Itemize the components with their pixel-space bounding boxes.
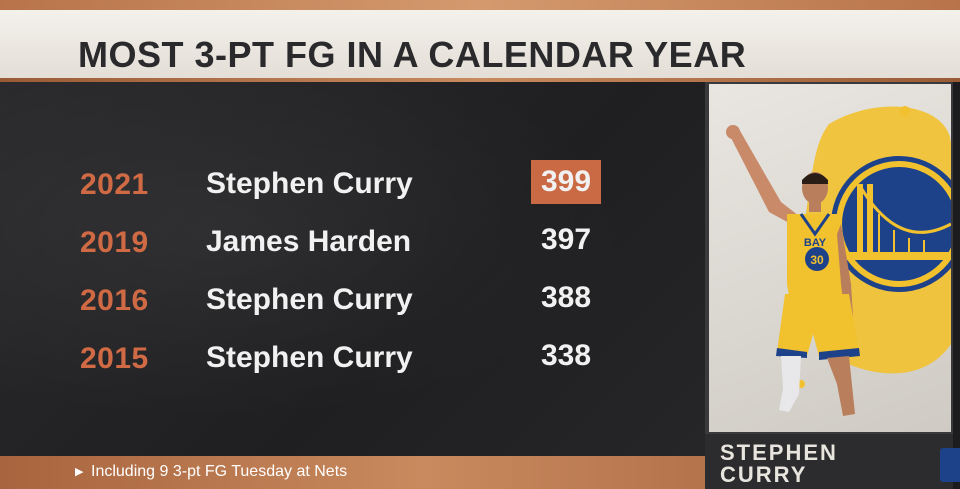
row-player: Stephen Curry [206, 341, 413, 374]
stat-row-4: 2015 Stephen Curry 338 [0, 334, 705, 384]
row-year: 2015 [80, 342, 149, 375]
top-accent-bar [0, 0, 960, 10]
triangle-right-icon: ▶ [75, 466, 84, 478]
svg-text:BAY: BAY [804, 237, 827, 249]
player-name-plate: STEPHEN CURRY [705, 434, 953, 489]
stat-row-3: 2016 Stephen Curry 388 [0, 276, 705, 326]
stats-panel: 2021 Stephen Curry 399 2019 James Harden… [0, 82, 705, 456]
row-player: Stephen Curry [206, 167, 413, 200]
paint-drop [900, 106, 910, 116]
title-banner: MOST 3-PT FG IN A CALENDAR YEAR [0, 10, 960, 78]
row-value-highlighted: 399 [531, 160, 601, 204]
graphic-title: MOST 3-PT FG IN A CALENDAR YEAR [78, 34, 747, 75]
footnote-bar: ▶ Including 9 3-pt FG Tuesday at Nets [0, 456, 705, 489]
row-player: Stephen Curry [206, 283, 413, 316]
row-value: 338 [540, 339, 592, 372]
title-divider [0, 78, 960, 82]
row-year: 2021 [80, 168, 149, 201]
player-illustration: BAY 30 [726, 106, 951, 416]
player-photo: BAY 30 [709, 84, 951, 432]
svg-text:30: 30 [810, 253, 824, 267]
stat-row-2: 2019 James Harden 397 [0, 218, 705, 268]
row-value: 397 [540, 223, 592, 256]
name-plate-last: CURRY [720, 462, 808, 487]
row-value: 388 [540, 281, 592, 314]
player-figure: BAY 30 [726, 125, 860, 416]
row-player: James Harden [206, 225, 412, 258]
row-year: 2019 [80, 226, 149, 259]
stat-row-1: 2021 Stephen Curry 399 [0, 160, 705, 210]
footnote-text: Including 9 3-pt FG Tuesday at Nets [91, 463, 348, 480]
name-plate-first: STEPHEN [720, 440, 838, 465]
network-logo [940, 448, 960, 482]
player-photo-frame: BAY 30 [705, 82, 953, 434]
row-year: 2016 [80, 284, 149, 317]
